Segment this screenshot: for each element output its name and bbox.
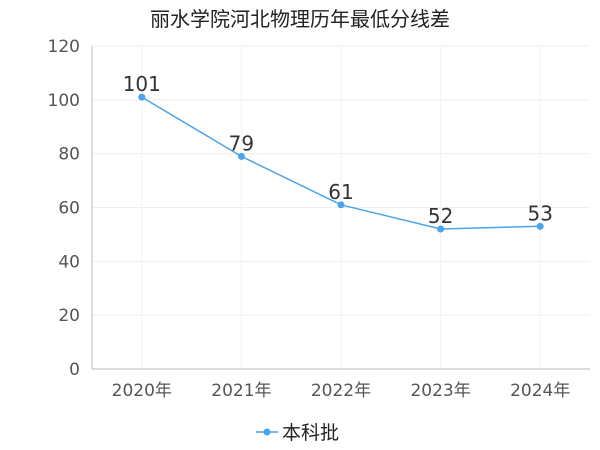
- series-layer: [138, 93, 544, 233]
- data-point[interactable]: [138, 93, 146, 101]
- data-point[interactable]: [536, 222, 544, 230]
- x-tick-label: 2024年: [510, 381, 570, 401]
- y-tick-label: 0: [69, 360, 80, 380]
- y-tick-label: 40: [58, 252, 80, 272]
- data-label: 101: [123, 72, 161, 96]
- legend-marker-icon: [263, 428, 271, 436]
- y-tick-label: 120: [48, 37, 80, 57]
- y-tick-label: 20: [58, 306, 80, 326]
- x-tick-label: 2023年: [410, 381, 470, 401]
- y-tick-label: 60: [58, 199, 80, 219]
- x-tick-label: 2021年: [211, 381, 271, 401]
- y-tick-label: 80: [58, 145, 80, 165]
- data-label: 79: [229, 131, 254, 155]
- legend-label: 本科批: [282, 422, 339, 444]
- data-point[interactable]: [437, 225, 445, 233]
- data-point[interactable]: [337, 201, 345, 209]
- legend[interactable]: 本科批: [256, 422, 339, 444]
- data-label: 52: [428, 204, 453, 228]
- x-tick-label: 2022年: [311, 381, 371, 401]
- axes: 0 20 40 60 80 100 120 2020年 2021年 2022年 2023年 2024年: [48, 37, 590, 401]
- data-label: 61: [328, 180, 353, 204]
- data-label: 53: [527, 201, 552, 225]
- x-tick-label: 2020年: [112, 381, 172, 401]
- y-tick-label: 100: [48, 91, 80, 111]
- grid: [92, 45, 590, 369]
- data-point[interactable]: [237, 152, 245, 160]
- data-labels: 101 79 61 52 53: [123, 72, 553, 228]
- chart-title: 丽水学院河北物理历年最低分线差: [150, 7, 450, 31]
